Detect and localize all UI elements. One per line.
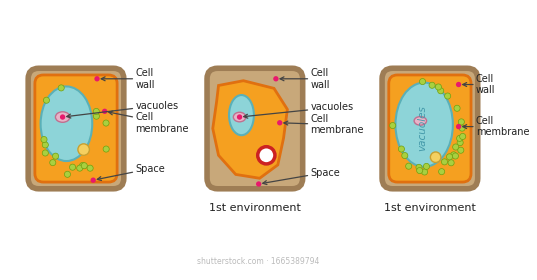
Circle shape (41, 136, 47, 143)
FancyBboxPatch shape (35, 75, 117, 182)
Circle shape (456, 124, 461, 129)
Circle shape (417, 167, 423, 174)
Circle shape (457, 139, 463, 146)
Circle shape (78, 144, 89, 155)
Circle shape (429, 82, 435, 88)
Circle shape (445, 93, 451, 99)
Circle shape (451, 152, 457, 158)
Circle shape (103, 146, 109, 152)
Circle shape (95, 76, 100, 81)
Circle shape (456, 135, 463, 141)
Text: Cell
wall: Cell wall (463, 74, 495, 95)
Circle shape (102, 109, 107, 114)
Circle shape (93, 108, 99, 115)
Circle shape (258, 147, 275, 164)
Circle shape (60, 114, 66, 120)
Circle shape (273, 76, 279, 81)
FancyBboxPatch shape (389, 75, 471, 182)
Circle shape (402, 153, 408, 159)
Circle shape (390, 122, 396, 129)
Circle shape (459, 125, 465, 131)
Polygon shape (213, 81, 287, 178)
Circle shape (64, 171, 70, 177)
Circle shape (93, 113, 99, 119)
Circle shape (438, 88, 444, 94)
Circle shape (398, 146, 404, 152)
Text: 1st environment: 1st environment (384, 203, 476, 213)
Ellipse shape (41, 87, 92, 161)
Circle shape (460, 133, 466, 139)
Circle shape (79, 162, 86, 169)
Text: vacuoles: vacuoles (244, 102, 353, 118)
Text: Cell
membrane: Cell membrane (284, 114, 364, 136)
Circle shape (237, 114, 242, 120)
Circle shape (91, 178, 96, 183)
Text: Cell
membrane: Cell membrane (109, 111, 189, 134)
Ellipse shape (395, 83, 453, 167)
Circle shape (256, 181, 262, 187)
Circle shape (458, 119, 465, 125)
Circle shape (446, 154, 453, 160)
Circle shape (103, 120, 109, 126)
Circle shape (423, 163, 430, 169)
Text: Cell
wall: Cell wall (280, 68, 330, 90)
Circle shape (452, 153, 459, 159)
Circle shape (277, 120, 282, 125)
FancyBboxPatch shape (207, 68, 303, 189)
FancyBboxPatch shape (28, 68, 124, 189)
Circle shape (419, 79, 426, 85)
Circle shape (42, 150, 48, 156)
Text: 1st environment: 1st environment (209, 203, 301, 213)
Text: Space: Space (97, 164, 165, 181)
Circle shape (416, 164, 422, 171)
Circle shape (439, 169, 445, 175)
Circle shape (42, 142, 48, 148)
Text: vacuoles: vacuoles (417, 106, 427, 151)
Circle shape (456, 82, 461, 87)
Circle shape (77, 165, 83, 171)
Text: Cell
wall: Cell wall (101, 68, 155, 90)
Text: shutterstock.com · 1665389794: shutterstock.com · 1665389794 (197, 257, 319, 266)
Ellipse shape (414, 116, 426, 125)
Circle shape (441, 159, 447, 165)
Text: vacuoles: vacuoles (67, 101, 178, 118)
Circle shape (453, 144, 459, 150)
Circle shape (454, 105, 460, 111)
Circle shape (422, 169, 427, 175)
FancyBboxPatch shape (382, 68, 478, 189)
Text: Cell
membrane: Cell membrane (463, 116, 529, 137)
Circle shape (448, 160, 454, 166)
Circle shape (53, 153, 59, 159)
Ellipse shape (234, 112, 246, 122)
Circle shape (50, 160, 56, 166)
Circle shape (458, 147, 464, 153)
Circle shape (43, 97, 49, 103)
Ellipse shape (55, 112, 70, 122)
Ellipse shape (229, 95, 254, 135)
Circle shape (436, 84, 441, 90)
Circle shape (87, 165, 93, 171)
Circle shape (81, 163, 88, 169)
Circle shape (405, 163, 412, 169)
Text: Space: Space (263, 167, 340, 185)
Circle shape (58, 85, 64, 91)
Circle shape (430, 152, 441, 162)
Circle shape (69, 164, 76, 170)
